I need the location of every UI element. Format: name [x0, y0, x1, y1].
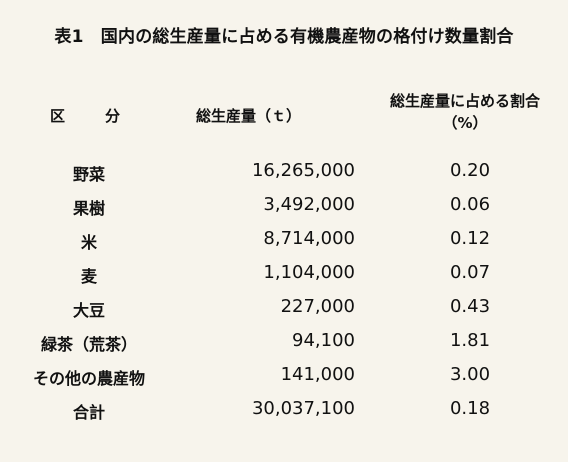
row-production: 1,104,000 [263, 262, 355, 283]
row-production: 227,000 [280, 296, 355, 317]
row-name: 大豆 [72, 301, 105, 320]
row-ratio: 0.43 [449, 296, 491, 317]
header-ratio: 総生産量に占める割合 （%） [365, 90, 565, 134]
row-name: 麦 [80, 267, 97, 286]
row-production: 8,714,000 [263, 228, 355, 249]
row-ratio: 0.07 [449, 262, 491, 283]
row-ratio: 3.00 [449, 364, 491, 385]
table-row-fruit-trees: 果樹 3,492,000 0.06 [0, 188, 568, 222]
row-production: 16,265,000 [251, 160, 355, 181]
data-table: 区分 総生産量（ｔ） 総生産量に占める割合 （%） 野菜 16,265,000 … [0, 78, 568, 426]
header-production: 総生産量（ｔ） [196, 107, 302, 125]
table-row-other-crops: その他の農産物 141,000 3.00 [0, 358, 568, 392]
row-name: 野菜 [72, 165, 105, 184]
table-row-rice: 米 8,714,000 0.12 [0, 222, 568, 256]
table-row-wheat: 麦 1,104,000 0.07 [0, 256, 568, 290]
row-ratio: 0.06 [449, 194, 491, 215]
row-ratio: 0.18 [449, 398, 491, 419]
row-ratio: 0.12 [449, 228, 491, 249]
row-ratio: 1.81 [449, 330, 491, 351]
row-ratio: 0.20 [449, 160, 491, 181]
row-name: 米 [80, 233, 97, 252]
table-header-row: 区分 総生産量（ｔ） 総生産量に占める割合 （%） [0, 78, 568, 154]
row-production: 94,100 [292, 330, 355, 351]
row-production: 141,000 [280, 364, 355, 385]
header-ratio-line1: 総生産量に占める割合 [389, 92, 540, 110]
row-name: 緑茶（荒茶） [40, 335, 137, 354]
table-title: 表1 国内の総生産量に占める有機農産物の格付け数量割合 [54, 27, 514, 47]
table-row-green-tea: 緑茶（荒茶） 94,100 1.81 [0, 324, 568, 358]
row-name: 果樹 [72, 199, 105, 218]
row-name: その他の農産物 [32, 369, 145, 388]
row-name: 合計 [72, 403, 105, 422]
row-production: 3,492,000 [263, 194, 355, 215]
table-row-soybeans: 大豆 227,000 0.43 [0, 290, 568, 324]
header-category: 区分 [50, 107, 161, 125]
table-row-vegetables: 野菜 16,265,000 0.20 [0, 154, 568, 188]
table-row-total: 合計 30,037,100 0.18 [0, 392, 568, 426]
row-production: 30,037,100 [251, 398, 355, 419]
header-ratio-line2: （%） [442, 114, 488, 132]
